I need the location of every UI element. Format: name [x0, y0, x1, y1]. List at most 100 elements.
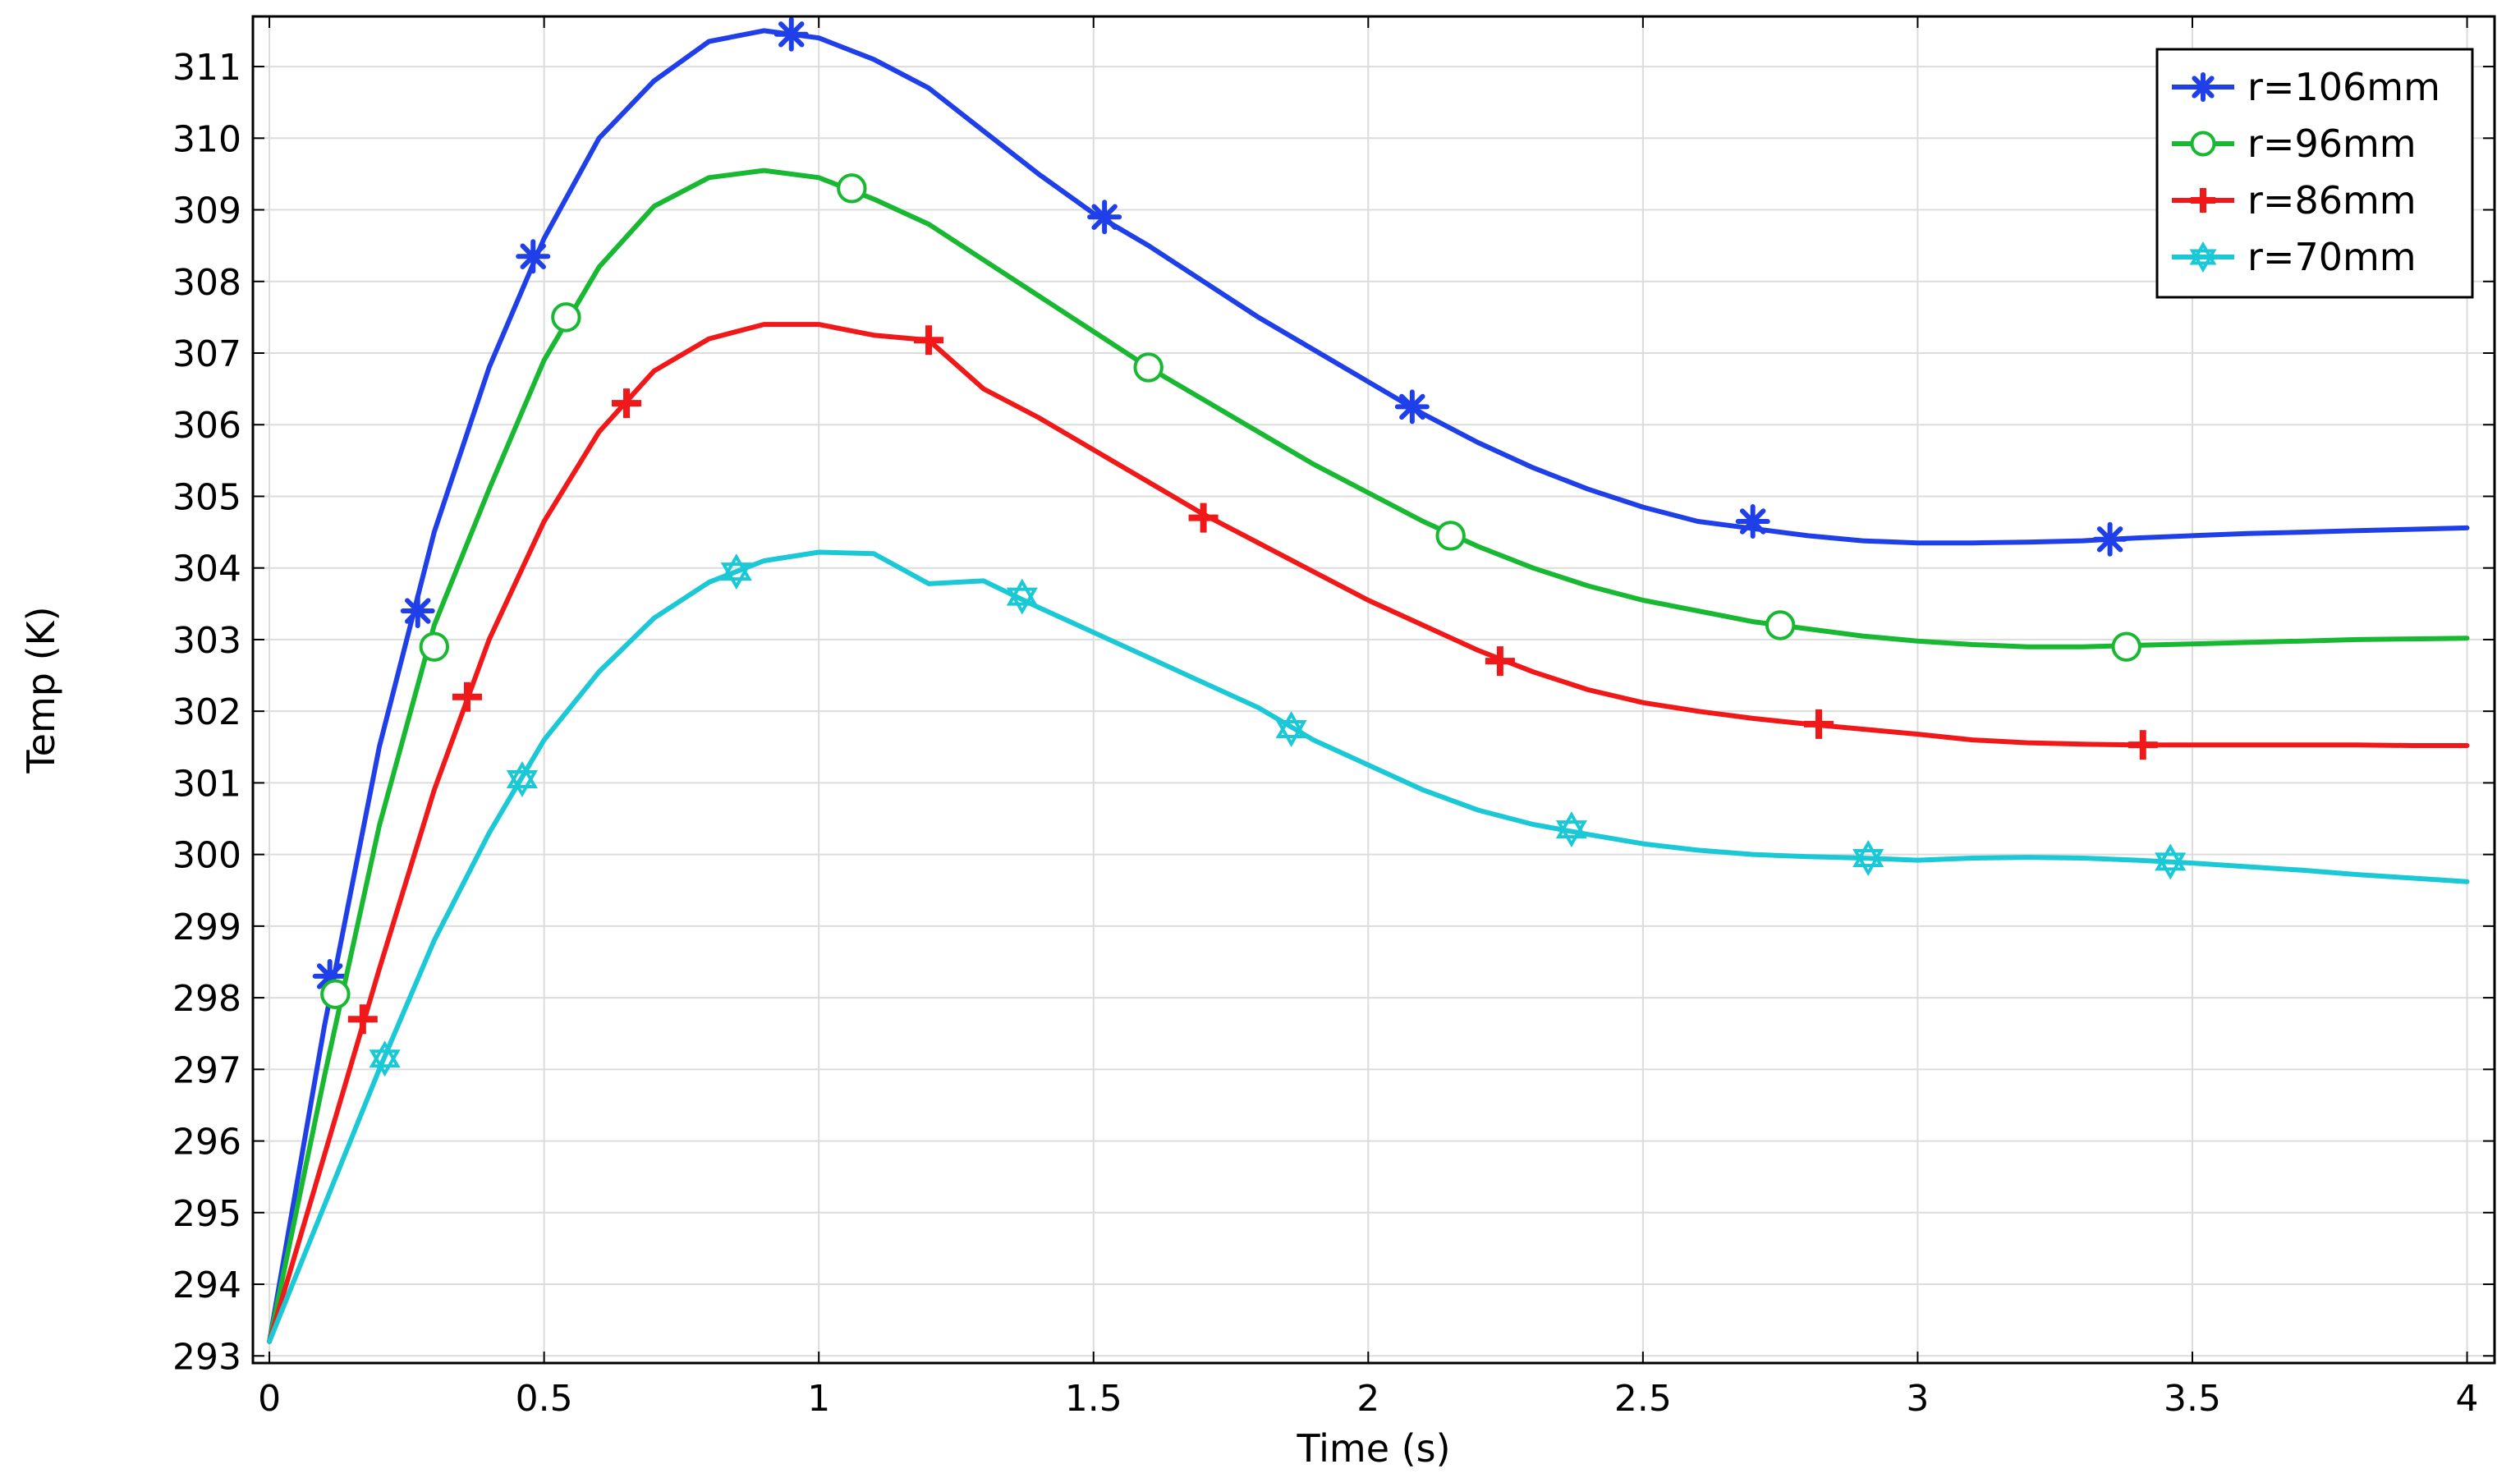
data-point — [1765, 610, 1796, 640]
legend: r=106mm r=96mm r=86mm r=70mm — [2155, 48, 2474, 299]
data-point — [1275, 711, 1307, 747]
hexagram-down — [506, 770, 538, 797]
y-axis-title: Temp (K) — [19, 606, 63, 773]
circle-shape — [551, 302, 581, 333]
legend-item: r=96mm — [2172, 122, 2417, 166]
y-tick-label: 298 — [172, 978, 241, 1020]
legend-label: r=86mm — [2247, 178, 2417, 223]
x-tick-labels: 0 0.5 1 1.5 2 2.5 3 3.5 4 — [258, 1378, 2478, 1420]
asterisk-stroke — [2096, 526, 2123, 553]
series-3 — [267, 549, 2470, 1344]
legend-label: r=106mm — [2247, 65, 2440, 109]
hexagram-down — [2189, 249, 2217, 273]
data-point — [1735, 504, 1770, 539]
data-point — [347, 1004, 378, 1035]
series-line — [267, 168, 2470, 1344]
circle-shape — [837, 173, 867, 204]
hexagram-down — [369, 1049, 401, 1077]
data-point — [320, 979, 351, 1009]
x-tick-label: 1.5 — [1065, 1378, 1122, 1420]
legend-item: r=70mm — [2172, 235, 2417, 279]
data-point — [914, 325, 944, 356]
y-tick-label: 309 — [172, 190, 241, 232]
data-point — [1803, 709, 1834, 739]
asterisk-marker — [2188, 72, 2218, 102]
asterisk-stroke — [1739, 508, 1766, 535]
x-tick-label: 1 — [807, 1378, 830, 1420]
y-tick-label: 299 — [172, 907, 241, 948]
y-tick-label: 305 — [172, 476, 241, 518]
asterisk-stroke — [520, 243, 546, 269]
hexagram-down — [1006, 587, 1038, 615]
x-tick-label: 0.5 — [516, 1378, 573, 1420]
series-2 — [267, 322, 2470, 1344]
circle-shape — [2111, 631, 2141, 662]
circle-shape — [320, 979, 351, 1009]
y-tick-label: 304 — [172, 549, 241, 590]
hexagram-down — [1555, 820, 1587, 848]
data-point — [369, 1040, 401, 1077]
hexagram-up — [369, 1040, 401, 1068]
series-1 — [267, 168, 2470, 1344]
data-point — [2155, 843, 2187, 880]
hexagram-up — [2189, 241, 2217, 265]
plus-marker — [2191, 188, 2215, 213]
data-point — [720, 553, 752, 590]
x-tick-label: 2.5 — [1614, 1378, 1672, 1420]
circle-marker — [2190, 131, 2216, 157]
circle-shape — [1133, 352, 1164, 383]
y-tick-label: 303 — [172, 620, 241, 662]
x-tick-label: 3.5 — [2164, 1378, 2221, 1420]
data-point — [400, 594, 435, 629]
x-tick-label: 4 — [2456, 1378, 2479, 1420]
circle-shape — [1435, 521, 1466, 551]
asterisk-stroke — [405, 598, 431, 624]
hexagram-down — [720, 562, 752, 590]
y-tick-label: 306 — [172, 405, 241, 447]
hexagram-up — [1555, 811, 1587, 839]
y-tick-label: 297 — [172, 1049, 241, 1091]
data-point — [1188, 503, 1219, 533]
y-tick-label: 308 — [172, 262, 241, 304]
y-tick-label: 293 — [172, 1336, 241, 1378]
y-tick-label: 300 — [172, 835, 241, 877]
x-axis-title: Time (s) — [1296, 1426, 1450, 1471]
y-tick-label: 296 — [172, 1122, 241, 1164]
data-point — [1394, 389, 1430, 425]
data-point — [1087, 200, 1122, 235]
y-tick-labels: 293 294 295 296 297 298 299 300 301 302 303 304 305 3… — [172, 47, 241, 1378]
legend-item: r=86mm — [2172, 178, 2417, 223]
hexagram-up — [1852, 840, 1884, 867]
data-point — [837, 173, 867, 204]
data-point — [612, 388, 641, 419]
hexagram-up — [720, 553, 752, 581]
data-point — [773, 16, 809, 52]
asterisk-stroke — [1091, 204, 1118, 230]
plot-frame — [251, 15, 2496, 1365]
y-tick-label: 302 — [172, 691, 241, 733]
y-tick-label: 311 — [172, 47, 241, 89]
axis-ticks — [253, 16, 2495, 1363]
y-tick-label: 295 — [172, 1193, 241, 1235]
data-point — [1852, 840, 1884, 876]
hexagram-down — [2155, 852, 2187, 880]
series-line — [267, 549, 2470, 1344]
series-line — [267, 322, 2470, 1344]
data-point — [1006, 578, 1038, 615]
y-tick-label: 294 — [172, 1265, 241, 1306]
x-tick-label: 2 — [1356, 1378, 1379, 1420]
y-tick-label: 301 — [172, 763, 241, 805]
legend-item: r=106mm — [2172, 65, 2440, 109]
data-point — [1133, 352, 1164, 383]
x-tick-label: 3 — [1906, 1378, 1929, 1420]
circle-shape — [2190, 131, 2216, 157]
asterisk-stroke — [316, 963, 343, 989]
data-point — [551, 302, 581, 333]
hexagram-down — [1852, 849, 1884, 876]
legend-label: r=70mm — [2247, 235, 2417, 279]
asterisk-stroke — [2192, 76, 2215, 99]
hexagram-marker — [2189, 241, 2217, 273]
hexagram-up — [1006, 578, 1038, 606]
